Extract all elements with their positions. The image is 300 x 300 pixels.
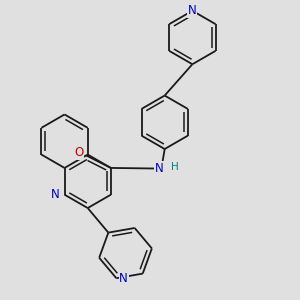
Text: N: N bbox=[154, 162, 163, 175]
Text: N: N bbox=[51, 188, 60, 201]
Text: H: H bbox=[171, 162, 178, 172]
Text: N: N bbox=[119, 272, 128, 285]
Text: N: N bbox=[188, 4, 197, 17]
Text: O: O bbox=[75, 146, 84, 159]
